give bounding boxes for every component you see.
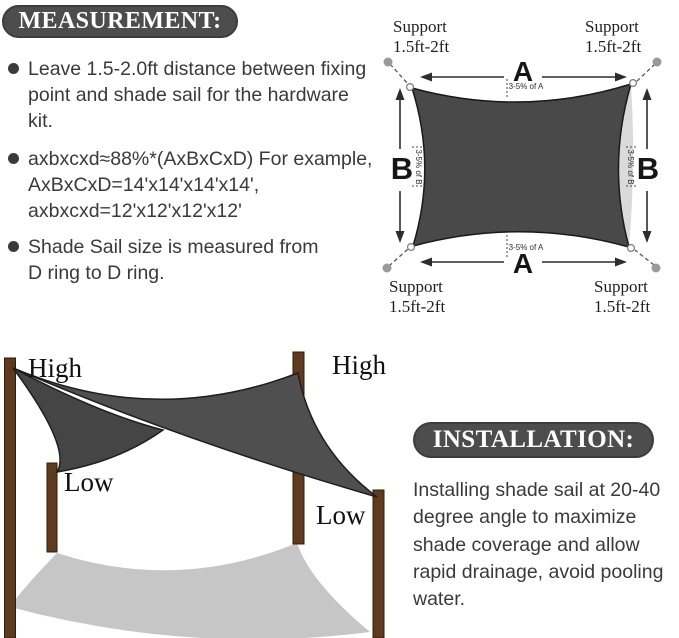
low-label-left: Low <box>64 467 114 497</box>
bullet-text: Leave 1.5-2.0ft distance between fixing … <box>28 58 367 133</box>
arrowhead-left-icon <box>420 257 432 267</box>
dimension-b-label-right: B <box>636 151 660 186</box>
dimension-a-label-top: A <box>512 56 534 87</box>
support-label-top-left: Support 1.5ft-2ft <box>393 17 450 56</box>
dashed-connector <box>635 63 656 83</box>
sag-b-label-right: 3-5% of B <box>626 149 635 185</box>
dashed-connector <box>389 63 410 86</box>
shade-sail-3d-left <box>12 367 165 474</box>
ground-shadow-shape <box>10 543 370 638</box>
d-ring-icon <box>407 243 416 252</box>
support-post <box>4 357 16 638</box>
bullet-text: Shade Sail size is measured from D ring … <box>28 236 319 285</box>
measurement-title: MEASUREMENT: <box>2 5 238 38</box>
dimension-a-label-bottom: A <box>512 248 534 279</box>
bullet-icon <box>8 241 19 252</box>
support-label-top-right: Support 1.5ft-2ft <box>585 17 642 56</box>
support-label-bottom-left: Support 1.5ft-2ft <box>389 277 446 316</box>
low-label-right: Low <box>316 500 366 530</box>
bullet-icon <box>8 153 19 164</box>
support-label-bottom-right: Support 1.5ft-2ft <box>594 277 651 316</box>
arrowhead-up-icon <box>642 88 652 100</box>
dashed-connector <box>388 248 409 267</box>
sag-a-label-bottom: 3-5% of A <box>508 243 544 252</box>
measurement-bullet: axbxcxd≈88%*(AxBxCxD) For example, AxBxC… <box>8 146 380 224</box>
shade-sail-3d-right <box>12 367 378 498</box>
bullet-icon <box>8 63 19 74</box>
arrowhead-right-icon <box>615 257 627 267</box>
fixing-point-dot <box>383 57 393 67</box>
measurement-bullet: Leave 1.5-2.0ft distance between fixing … <box>8 56 380 134</box>
fixing-point-dot <box>651 263 661 273</box>
arrowhead-up-icon <box>395 88 405 100</box>
shade-sail-top-view <box>410 82 633 249</box>
installation-illustration <box>4 351 385 638</box>
arrowhead-down-icon <box>395 231 405 243</box>
sag-b-label-left: 3-5% of B <box>414 149 423 185</box>
measurement-diagram <box>382 57 662 273</box>
installation-body: Installing shade sail at 20-40 degree an… <box>413 479 664 611</box>
high-label-right: High <box>332 350 386 380</box>
dimension-b-label-left: B <box>390 151 414 186</box>
arrowhead-right-icon <box>615 72 627 82</box>
sag-a-label-top: 3-5% of A <box>508 82 544 91</box>
fixing-point-dot <box>652 57 662 67</box>
d-ring-icon <box>626 244 635 253</box>
fixing-point-dot <box>382 263 392 273</box>
high-label-left: High <box>28 353 82 383</box>
bullet-text: axbxcxd≈88%*(AxBxCxD) For example, AxBxC… <box>28 148 373 223</box>
support-post <box>372 489 385 638</box>
dashed-connector <box>634 249 655 266</box>
arrowhead-left-icon <box>420 72 432 82</box>
installation-title: INSTALLATION: <box>413 422 654 458</box>
measurement-bullet: Shade Sail size is measured from D ring … <box>8 234 380 286</box>
d-ring-icon <box>628 78 637 87</box>
installation-title-text: INSTALLATION: <box>432 426 635 453</box>
arrowhead-down-icon <box>642 231 652 243</box>
support-post <box>46 462 58 553</box>
d-ring-icon <box>406 82 415 91</box>
measurement-title-text: MEASUREMENT: <box>18 8 222 34</box>
